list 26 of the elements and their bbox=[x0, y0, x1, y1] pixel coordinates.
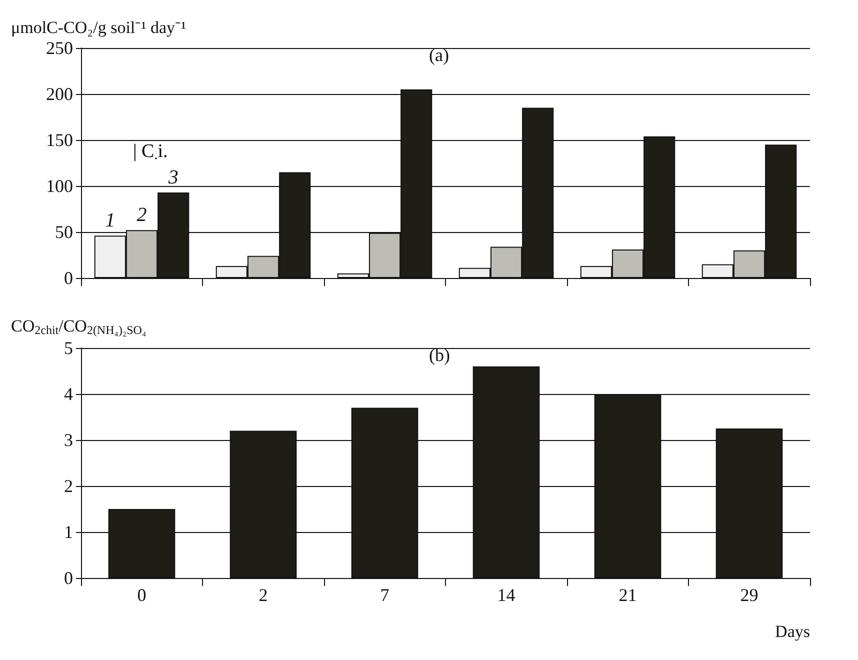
y-tick-label: 5 bbox=[64, 338, 73, 358]
y-tick-label: 50 bbox=[55, 222, 73, 242]
x-tick-label: 14 bbox=[497, 585, 516, 605]
annotation: (a) bbox=[429, 45, 449, 65]
x-tick-label: 29 bbox=[740, 585, 758, 605]
y-tick-label: 3 bbox=[64, 430, 73, 450]
y-tick-label: 2 bbox=[64, 476, 73, 496]
y-tick-label: 0 bbox=[64, 268, 73, 288]
y-tick-label: 250 bbox=[46, 38, 73, 58]
series-label: 2 bbox=[136, 204, 147, 226]
x-axis-title: Days bbox=[775, 622, 810, 641]
y-tick-label: 100 bbox=[46, 176, 73, 196]
x-tick-label: 0 bbox=[137, 585, 146, 605]
series-label: 1 bbox=[105, 210, 116, 232]
y-tick-label: 1 bbox=[64, 522, 73, 542]
y-tick-label: 200 bbox=[46, 84, 73, 104]
x-tick-label: 21 bbox=[618, 585, 637, 605]
y-tick-label: 4 bbox=[64, 384, 73, 404]
series-label: 3 bbox=[167, 166, 178, 188]
y-tick-label: 150 bbox=[46, 130, 73, 150]
y-tick-label: 0 bbox=[64, 568, 73, 588]
x-tick-label: 7 bbox=[380, 585, 390, 605]
annotation: | C.i. bbox=[133, 141, 168, 163]
x-tick-label: 2 bbox=[258, 585, 268, 605]
y-axis-title: μmolC-CO₂/g soil⁻¹ day⁻¹ bbox=[11, 18, 186, 37]
annotation: (b) bbox=[429, 345, 450, 365]
